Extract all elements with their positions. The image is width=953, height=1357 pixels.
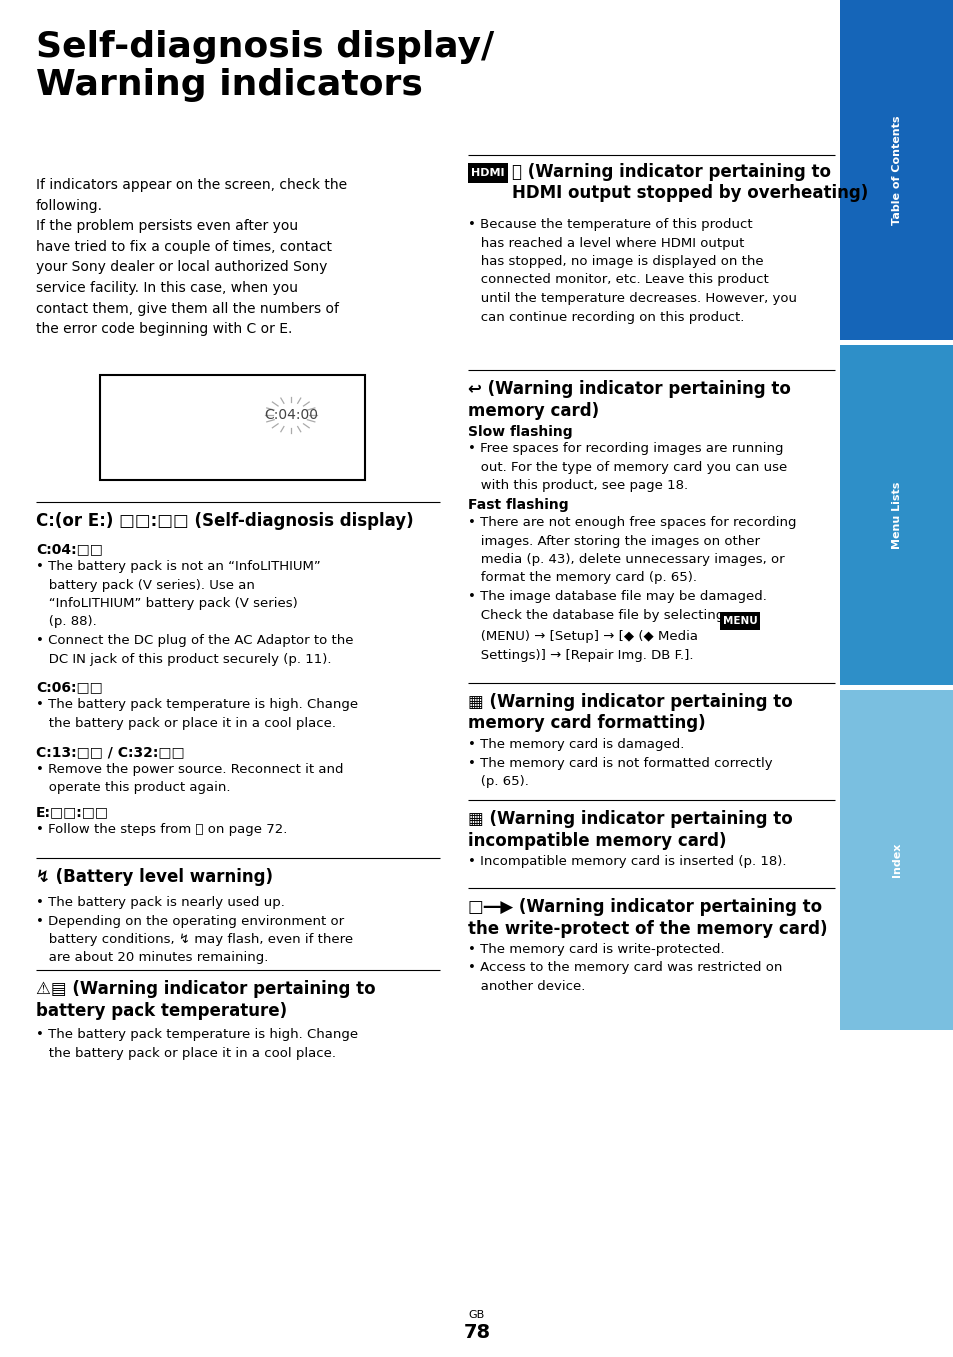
Text: E:□□:□□: E:□□:□□ [36, 805, 109, 820]
Text: C:(or E:) □□:□□ (Self-diagnosis display): C:(or E:) □□:□□ (Self-diagnosis display) [36, 512, 414, 531]
Text: ↯ (Battery level warning): ↯ (Battery level warning) [36, 868, 273, 886]
Text: Menu Lists: Menu Lists [891, 482, 901, 548]
Text: Fast flashing: Fast flashing [468, 498, 568, 512]
Text: MENU: MENU [721, 616, 757, 626]
Text: • There are not enough free spaces for recording
   images. After storing the im: • There are not enough free spaces for r… [468, 516, 796, 622]
Text: 78: 78 [463, 1323, 490, 1342]
Text: ⚠▤ (Warning indicator pertaining to
battery pack temperature): ⚠▤ (Warning indicator pertaining to batt… [36, 980, 375, 1019]
Text: (MENU) → [Setup] → [◆ (◆ Media
   Settings)] → [Repair Img. DB F.].: (MENU) → [Setup] → [◆ (◆ Media Settings)… [468, 630, 698, 661]
Text: • Free spaces for recording images are running
   out. For the type of memory ca: • Free spaces for recording images are r… [468, 442, 786, 493]
Text: ▦ (Warning indicator pertaining to
incompatible memory card): ▦ (Warning indicator pertaining to incom… [468, 810, 792, 849]
Text: Index: Index [891, 843, 901, 877]
Text: • Follow the steps from Ⓐ on page 72.: • Follow the steps from Ⓐ on page 72. [36, 822, 287, 836]
Bar [468, 163, 507, 183]
Text: Self-diagnosis display/
Warning indicators: Self-diagnosis display/ Warning indicato… [36, 30, 494, 102]
Bar [840, 345, 953, 685]
Text: C:04:00: C:04:00 [264, 408, 317, 422]
Bar [100, 375, 365, 480]
Text: ↩ (Warning indicator pertaining to
memory card): ↩ (Warning indicator pertaining to memor… [468, 380, 790, 419]
Text: • Remove the power source. Reconnect it and
   operate this product again.: • Remove the power source. Reconnect it … [36, 763, 343, 794]
Text: • The memory card is damaged.
• The memory card is not formatted correctly
   (p: • The memory card is damaged. • The memo… [468, 738, 772, 788]
Text: • The battery pack is not an “InfoLITHIUM”
   battery pack (V series). Use an
  : • The battery pack is not an “InfoLITHIU… [36, 560, 354, 665]
Text: ⛔ (Warning indicator pertaining to
HDMI output stopped by overheating): ⛔ (Warning indicator pertaining to HDMI … [512, 163, 867, 202]
Text: • The memory card is write-protected.
• Access to the memory card was restricted: • The memory card is write-protected. • … [468, 943, 781, 993]
Text: Table of Contents: Table of Contents [891, 115, 901, 225]
Text: • Incompatible memory card is inserted (p. 18).: • Incompatible memory card is inserted (… [468, 855, 785, 868]
Bar [840, 689, 953, 1030]
Text: C:06:□□: C:06:□□ [36, 680, 103, 693]
Text: Slow flashing: Slow flashing [468, 425, 572, 440]
Text: If indicators appear on the screen, check the
following.
If the problem persists: If indicators appear on the screen, chec… [36, 178, 347, 337]
Text: ▦ (Warning indicator pertaining to
memory card formatting): ▦ (Warning indicator pertaining to memor… [468, 693, 792, 733]
Text: • The battery pack temperature is high. Change
   the battery pack or place it i: • The battery pack temperature is high. … [36, 697, 357, 730]
Text: □―▶ (Warning indicator pertaining to
the write-protect of the memory card): □―▶ (Warning indicator pertaining to the… [468, 898, 826, 938]
Text: GB: GB [468, 1310, 485, 1320]
Text: C:13:□□ / C:32:□□: C:13:□□ / C:32:□□ [36, 745, 185, 759]
Bar [840, 0, 953, 341]
Text: • The battery pack temperature is high. Change
   the battery pack or place it i: • The battery pack temperature is high. … [36, 1029, 357, 1060]
Bar [720, 612, 760, 630]
Text: C:04:□□: C:04:□□ [36, 541, 103, 556]
Text: • Because the temperature of this product
   has reached a level where HDMI outp: • Because the temperature of this produc… [468, 218, 796, 323]
Text: • The battery pack is nearly used up.
• Depending on the operating environment o: • The battery pack is nearly used up. • … [36, 896, 353, 965]
Text: HDMI: HDMI [471, 168, 504, 178]
